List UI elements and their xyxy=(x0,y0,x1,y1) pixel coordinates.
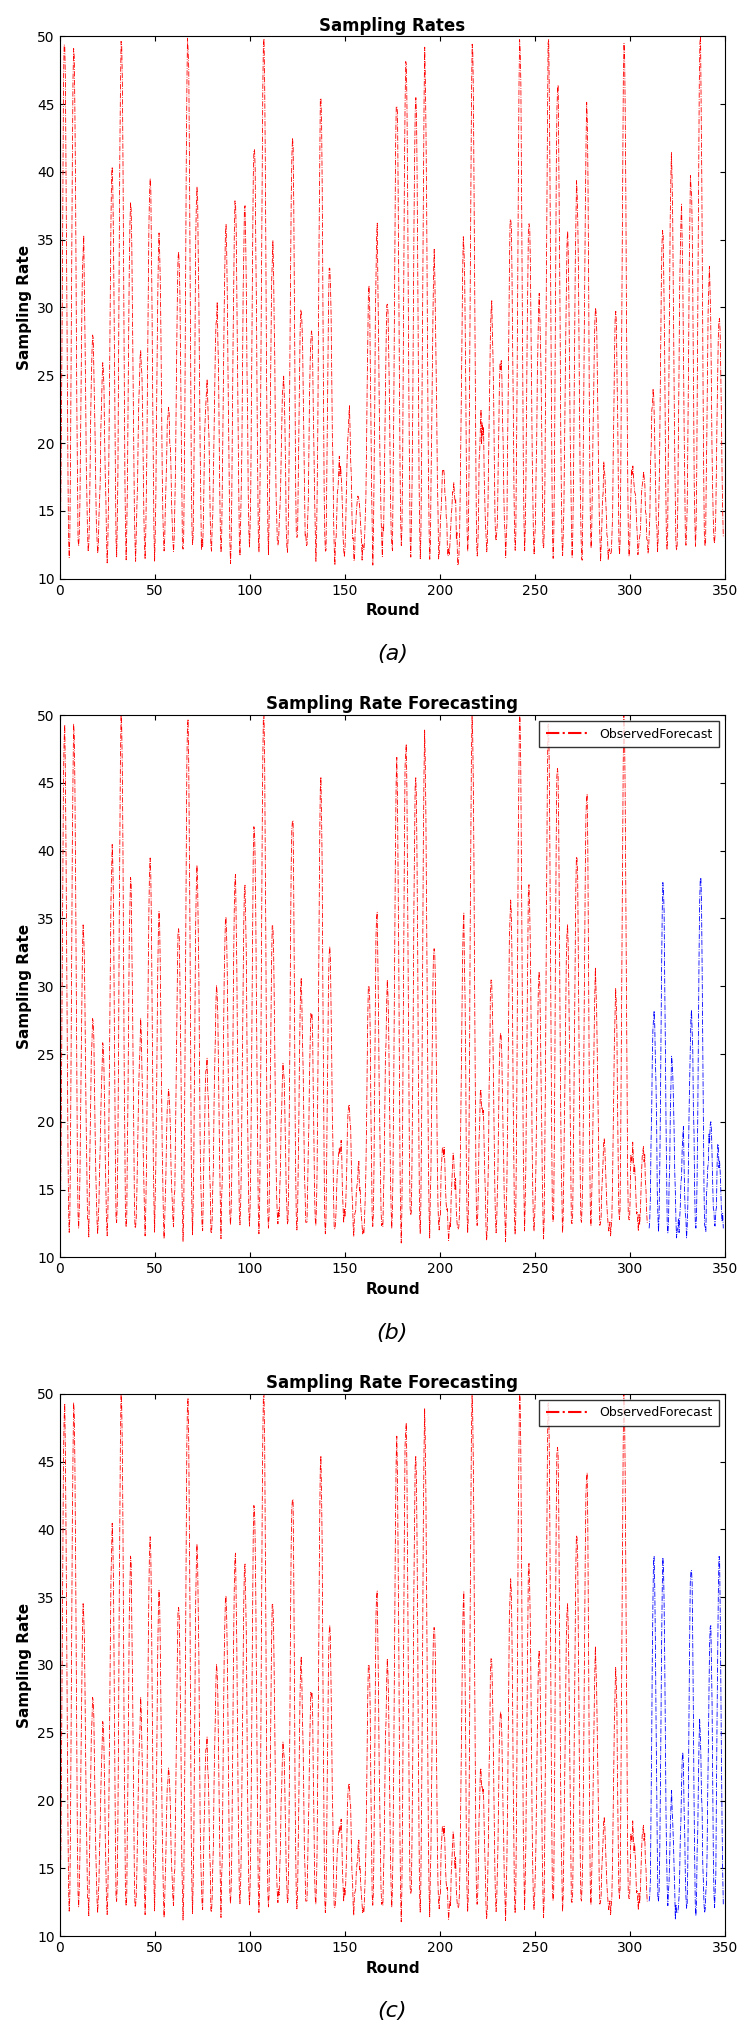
Text: (b): (b) xyxy=(377,1322,408,1343)
X-axis label: Round: Round xyxy=(365,602,420,619)
Title: Sampling Rate Forecasting: Sampling Rate Forecasting xyxy=(267,1375,519,1393)
Y-axis label: Sampling Rate: Sampling Rate xyxy=(17,245,32,369)
X-axis label: Round: Round xyxy=(365,1961,420,1975)
Title: Sampling Rates: Sampling Rates xyxy=(319,16,466,34)
Y-axis label: Sampling Rate: Sampling Rate xyxy=(17,1602,32,1728)
Y-axis label: Sampling Rate: Sampling Rate xyxy=(17,923,32,1048)
Title: Sampling Rate Forecasting: Sampling Rate Forecasting xyxy=(267,696,519,714)
X-axis label: Round: Round xyxy=(365,1282,420,1296)
Legend: ObservedForecast: ObservedForecast xyxy=(540,722,719,746)
Legend: ObservedForecast: ObservedForecast xyxy=(540,1399,719,1426)
Text: (a): (a) xyxy=(377,643,408,663)
Text: (c): (c) xyxy=(378,2002,407,2022)
